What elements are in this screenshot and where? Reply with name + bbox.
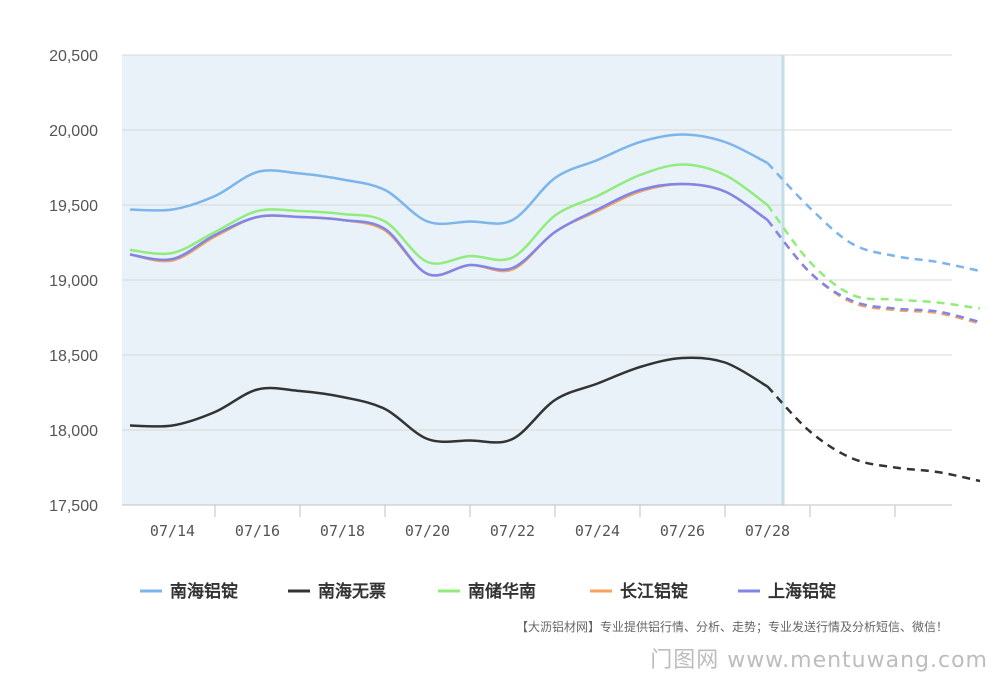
legend-label: 南储华南: [468, 581, 536, 602]
series-forecast-line: [766, 385, 981, 483]
series-forecast-line: [766, 204, 981, 310]
legend-label: 上海铝锭: [768, 581, 836, 602]
y-tick-label: 19,500: [49, 198, 98, 215]
y-tick-label: 20,500: [49, 48, 98, 65]
y-tick-label: 18,500: [49, 348, 98, 365]
watermark: 门图网 www.mentuwang.com: [650, 648, 988, 673]
series-line: [129, 133, 769, 226]
series-lines: [129, 133, 981, 483]
legend-label: 南海铝锭: [170, 581, 238, 602]
series-line: [129, 163, 769, 265]
series-forecast-line: [766, 162, 981, 273]
x-tick-label: 07/14: [150, 522, 195, 540]
x-tick-label: 07/24: [575, 522, 620, 540]
series-line: [129, 182, 769, 277]
series-forecast-line: [766, 219, 981, 325]
x-tick-label: 07/18: [320, 522, 365, 540]
x-tick-label: 07/28: [745, 522, 790, 540]
x-tick-label: 07/22: [490, 522, 535, 540]
legend-label: 南海无票: [318, 581, 386, 602]
x-tick-label: 07/20: [405, 522, 450, 540]
y-tick-label: 20,000: [49, 123, 98, 140]
series-forecast-line: [766, 219, 981, 324]
footer-note: 【大沥铝材网】专业提供铝行情、分析、走势；专业发送行情及分析短信、微信！: [515, 620, 948, 634]
y-tick-label: 18,000: [49, 423, 98, 440]
legend-label: 长江铝锭: [620, 581, 688, 602]
y-tick-label: 19,000: [49, 273, 98, 290]
y-tick-label: 17,500: [49, 498, 98, 515]
legend[interactable]: 南海铝锭 南海无票 南储华南 长江铝锭 上海铝锭: [140, 581, 836, 602]
x-tick-label: 07/26: [660, 522, 705, 540]
x-axis-ticks: 07/14 07/16 07/18 07/20 07/22 07/24 07/26 07/28: [122, 504, 952, 540]
series-line: [129, 356, 769, 444]
y-axis-ticks: 17,500 18,000 18,500 19,000 19,500 20,000 20,5…: [49, 48, 98, 515]
x-tick-label: 07/16: [235, 522, 280, 540]
